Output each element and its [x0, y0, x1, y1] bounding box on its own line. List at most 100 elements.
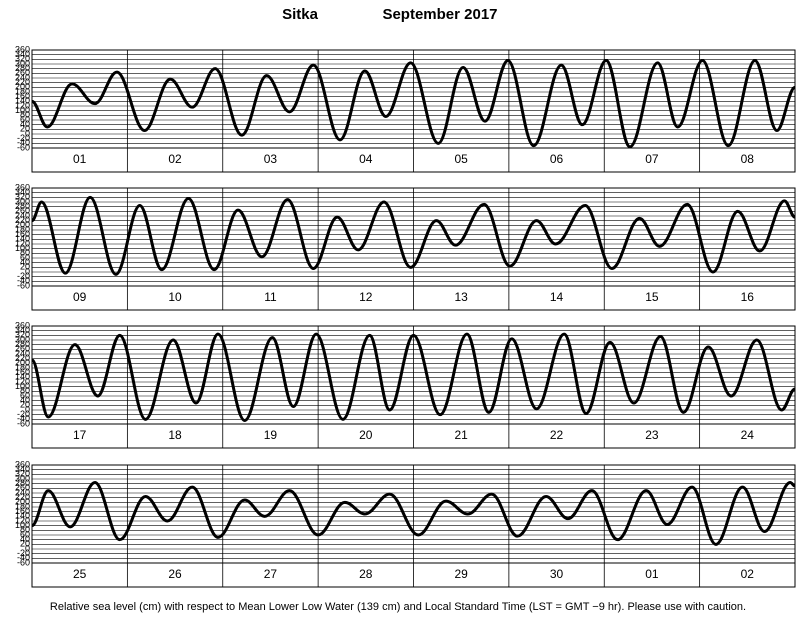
y-tick-label: 280 [15, 201, 30, 211]
day-label: 17 [73, 428, 87, 442]
day-label: 24 [741, 428, 755, 442]
y-tick-label: 240 [15, 72, 30, 82]
day-label: 12 [359, 290, 373, 304]
day-label: 10 [168, 290, 182, 304]
day-label: 01 [73, 152, 87, 166]
day-label: 03 [264, 152, 278, 166]
y-tick-label: 80 [20, 525, 30, 535]
y-tick-label: 220 [15, 215, 30, 225]
y-tick-label: 220 [15, 492, 30, 502]
y-tick-label: 340 [15, 187, 30, 197]
day-label: 25 [73, 567, 87, 581]
y-tick-label: 60 [20, 529, 30, 539]
y-tick-label: 160 [15, 506, 30, 516]
y-tick-label: 340 [15, 325, 30, 335]
y-tick-label: 140 [15, 96, 30, 106]
tide-curve [31, 481, 796, 546]
y-tick-label: 180 [15, 86, 30, 96]
y-tick-label: 20 [20, 124, 30, 134]
y-tick-label: 240 [15, 487, 30, 497]
y-tick-label: 140 [15, 511, 30, 521]
day-label: 18 [168, 428, 182, 442]
day-label: 08 [741, 152, 755, 166]
y-tick-label: 0 [25, 543, 30, 553]
tide-curve [31, 59, 797, 149]
y-tick-label: 200 [15, 82, 30, 92]
y-tick-label: -60 [17, 557, 30, 567]
day-label: 15 [645, 290, 659, 304]
day-label: 06 [550, 152, 564, 166]
y-tick-label: 300 [15, 196, 30, 206]
y-tick-label: 80 [20, 386, 30, 396]
y-tick-label: 280 [15, 478, 30, 488]
y-tick-label: 40 [20, 534, 30, 544]
tide-curve [31, 195, 796, 276]
y-tick-label: -20 [17, 409, 30, 419]
y-tick-label: -20 [17, 271, 30, 281]
y-tick-label: 200 [15, 497, 30, 507]
y-tick-label: 140 [15, 234, 30, 244]
day-label: 04 [359, 152, 373, 166]
y-tick-label: 40 [20, 119, 30, 129]
day-label: 07 [645, 152, 659, 166]
y-tick-label: 120 [15, 515, 30, 525]
day-label: 01 [645, 567, 659, 581]
y-tick-label: -60 [17, 418, 30, 428]
y-tick-label: 0 [25, 266, 30, 276]
y-tick-label: 80 [20, 248, 30, 258]
y-tick-label: 0 [25, 404, 30, 414]
y-tick-label: 320 [15, 469, 30, 479]
y-tick-label: 100 [15, 381, 30, 391]
y-tick-label: 360 [15, 459, 30, 469]
y-tick-label: 260 [15, 483, 30, 493]
day-label: 02 [741, 567, 755, 581]
y-tick-label: 320 [15, 330, 30, 340]
y-tick-label: 0 [25, 128, 30, 138]
y-tick-label: 60 [20, 252, 30, 262]
day-label: 30 [550, 567, 564, 581]
y-tick-label: -20 [17, 548, 30, 558]
y-tick-label: 160 [15, 91, 30, 101]
y-tick-label: 260 [15, 206, 30, 216]
y-tick-label: 120 [15, 376, 30, 386]
y-tick-label: 160 [15, 367, 30, 377]
y-tick-label: 340 [15, 464, 30, 474]
day-label: 16 [741, 290, 755, 304]
day-label: 13 [455, 290, 469, 304]
y-tick-label: 240 [15, 348, 30, 358]
y-tick-label: 220 [15, 353, 30, 363]
day-label: 22 [550, 428, 564, 442]
y-tick-label: 120 [15, 238, 30, 248]
day-label: 11 [264, 290, 277, 304]
tide-curve [30, 332, 796, 422]
y-tick-label: 120 [15, 100, 30, 110]
y-tick-label: 320 [15, 54, 30, 64]
y-tick-label: 20 [20, 400, 30, 410]
y-tick-label: 80 [20, 110, 30, 120]
y-tick-label: 100 [15, 243, 30, 253]
y-tick-label: 260 [15, 68, 30, 78]
y-tick-label: 100 [15, 105, 30, 115]
day-label: 26 [168, 567, 182, 581]
y-tick-label: 200 [15, 358, 30, 368]
day-label: 09 [73, 290, 87, 304]
y-tick-label: 20 [20, 539, 30, 549]
day-label: 23 [645, 428, 659, 442]
y-tick-label: 300 [15, 58, 30, 68]
y-tick-label: 360 [15, 320, 30, 330]
y-tick-label: 20 [20, 262, 30, 272]
y-tick-label: 360 [15, 182, 30, 192]
y-tick-label: 300 [15, 473, 30, 483]
day-label: 05 [455, 152, 469, 166]
day-label: 20 [359, 428, 373, 442]
y-tick-label: -60 [17, 142, 30, 152]
y-tick-label: -60 [17, 280, 30, 290]
y-tick-label: 360 [15, 44, 30, 54]
y-tick-label: -40 [17, 276, 30, 286]
y-tick-label: 280 [15, 339, 30, 349]
y-tick-label: 200 [15, 220, 30, 230]
day-label: 21 [455, 428, 469, 442]
y-tick-label: -20 [17, 133, 30, 143]
y-tick-label: 320 [15, 192, 30, 202]
y-tick-label: 60 [20, 114, 30, 124]
